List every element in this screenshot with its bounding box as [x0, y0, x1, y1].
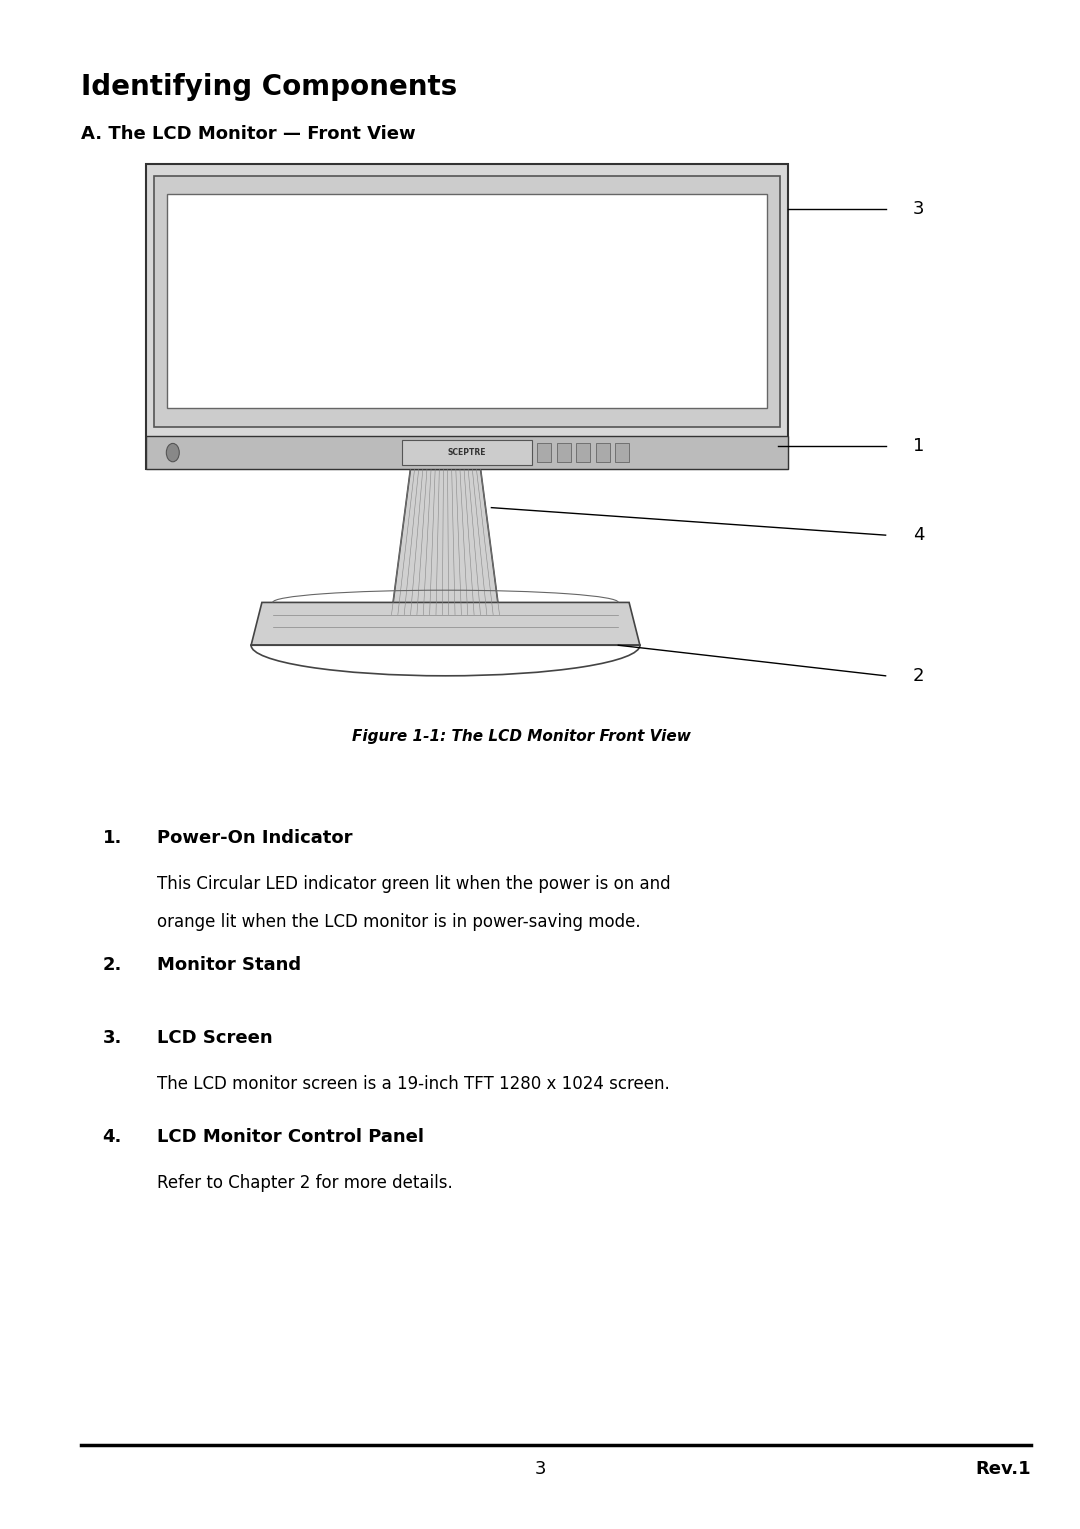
Bar [596, 443, 609, 462]
Text: SCEPTRE: SCEPTRE [448, 448, 486, 457]
Text: LCD Monitor Control Panel: LCD Monitor Control Panel [157, 1128, 423, 1147]
Text: The LCD monitor screen is a 19-inch TFT 1280 x 1024 screen.: The LCD monitor screen is a 19-inch TFT … [157, 1075, 670, 1093]
Text: Refer to Chapter 2 for more details.: Refer to Chapter 2 for more details. [157, 1174, 453, 1193]
Text: 1: 1 [913, 437, 924, 454]
Text: 4.: 4. [103, 1128, 122, 1147]
Polygon shape [391, 469, 499, 615]
Text: 2.: 2. [103, 956, 122, 974]
Bar [538, 443, 551, 462]
Text: LCD Screen: LCD Screen [157, 1029, 272, 1047]
Bar [557, 443, 570, 462]
Text: Power-On Indicator: Power-On Indicator [157, 829, 352, 847]
Text: Rev.1: Rev.1 [975, 1460, 1031, 1479]
Text: 1.: 1. [103, 829, 122, 847]
Text: Figure 1-1: The LCD Monitor Front View: Figure 1-1: The LCD Monitor Front View [352, 729, 690, 745]
Bar [402, 440, 531, 465]
Text: 3.: 3. [103, 1029, 122, 1047]
Text: 3: 3 [913, 200, 924, 219]
Text: orange lit when the LCD monitor is in power-saving mode.: orange lit when the LCD monitor is in po… [157, 913, 640, 931]
Text: 3: 3 [535, 1460, 545, 1479]
Text: Monitor Stand: Monitor Stand [157, 956, 300, 974]
Text: A. The LCD Monitor — Front View: A. The LCD Monitor — Front View [81, 125, 416, 144]
Bar [146, 164, 788, 469]
Bar [154, 176, 780, 427]
Bar [146, 436, 788, 469]
Text: 2: 2 [913, 667, 924, 685]
Bar [167, 194, 767, 408]
Bar [616, 443, 629, 462]
Circle shape [166, 443, 179, 462]
Text: This Circular LED indicator green lit when the power is on and: This Circular LED indicator green lit wh… [157, 875, 671, 893]
Text: Identifying Components: Identifying Components [81, 73, 457, 101]
Bar [577, 443, 590, 462]
Text: 4: 4 [913, 526, 924, 544]
Polygon shape [251, 602, 639, 645]
